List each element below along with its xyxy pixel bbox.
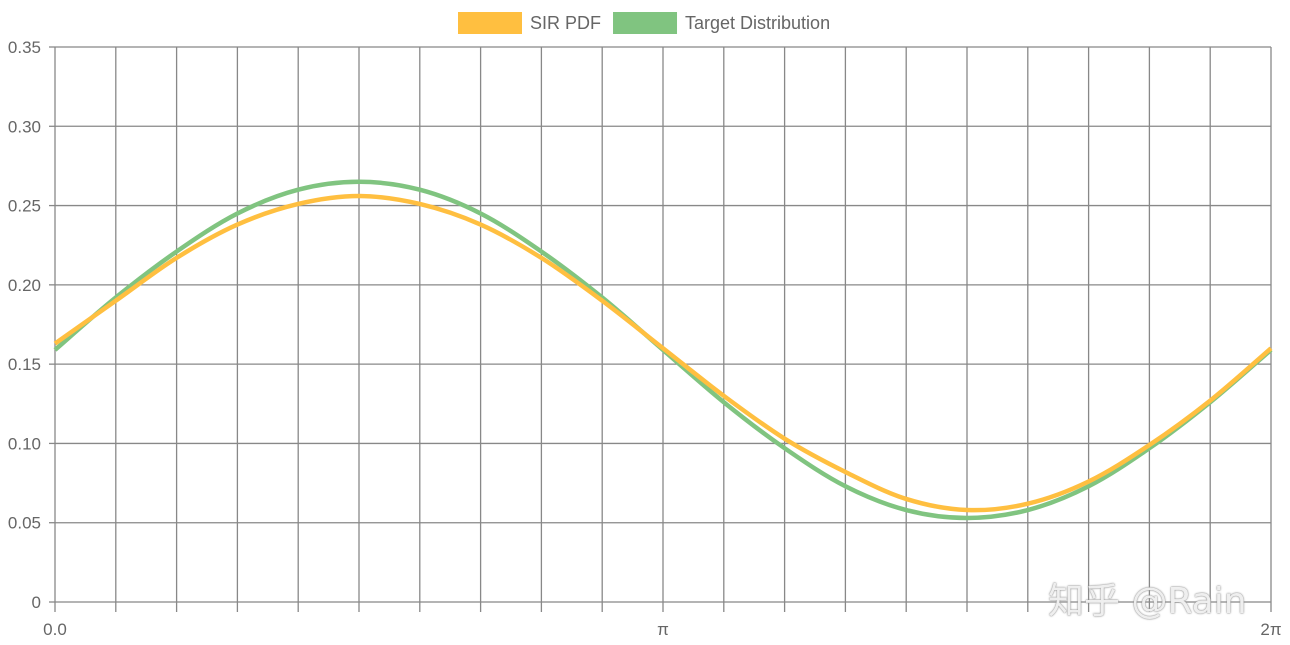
y-tick-label: 0.30 [8, 117, 41, 136]
legend-item[interactable]: Target Distribution [613, 12, 830, 34]
y-tick-label: 0.10 [8, 434, 41, 453]
x-tick-label: π [657, 620, 669, 639]
legend-label: Target Distribution [685, 13, 830, 33]
legend-swatch [613, 12, 678, 34]
watermark: 知乎 @Rain [1048, 581, 1247, 622]
y-tick-label: 0.35 [8, 38, 41, 57]
y-tick-label: 0 [32, 593, 41, 612]
y-tick-label: 0.05 [8, 514, 41, 533]
series-line-sir-pdf [53, 193, 1273, 513]
legend-item[interactable]: SIR PDF [458, 12, 601, 34]
y-tick-label: 0.25 [8, 197, 41, 216]
legend-label: SIR PDF [530, 13, 601, 33]
y-tick-label: 0.15 [8, 355, 41, 374]
x-tick-label: 0.0 [43, 620, 67, 639]
legend-swatch [458, 12, 522, 34]
x-tick-label: 2π [1260, 620, 1281, 639]
y-tick-label: 0.20 [8, 276, 41, 295]
